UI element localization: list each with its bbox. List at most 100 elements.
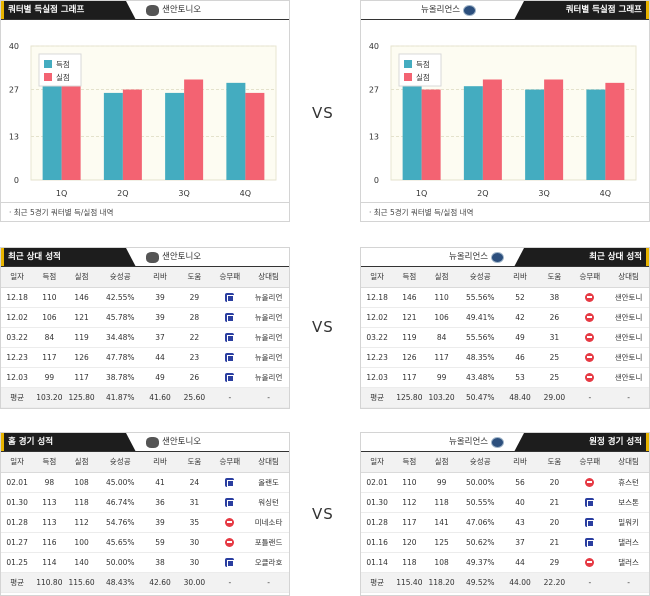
- table-cell: 119: [65, 327, 98, 348]
- table-cell: 샌안토니: [608, 327, 649, 348]
- table-cell: 106: [33, 307, 66, 328]
- table-cell: 115.60: [65, 572, 98, 593]
- table-cell: 20: [537, 472, 572, 493]
- loss-badge-icon: [585, 352, 595, 362]
- table-cell: 121: [65, 307, 98, 328]
- table-cell: 12.02: [1, 307, 34, 328]
- table-row: 01.27 116 100 45.65% 59 30 포틀랜드: [1, 532, 289, 553]
- column-header: 슛성공: [457, 452, 503, 473]
- quarter-panel-right: 뉴올리언스 쿼터별 득실점 그래프 0 13 27 40 1Q 2Q 3Q 4Q 득점 실점 · …: [360, 0, 650, 222]
- pelicans-logo-icon: [491, 437, 505, 448]
- spurs-logo-icon: [146, 437, 159, 448]
- table-cell: 43.48%: [457, 367, 503, 388]
- table-cell: 44: [142, 347, 178, 368]
- average-row: 평균 125.80 103.20 50.47% 48.40 29.00- -: [361, 387, 649, 408]
- result-cell: [211, 347, 249, 368]
- table-row: 03.22 84 119 34.48% 37 22 뉴올리언: [1, 327, 289, 348]
- table-cell: 121: [393, 307, 426, 328]
- table-cell: -: [248, 572, 289, 593]
- bar-concede: [605, 82, 625, 180]
- result-cell: [571, 472, 609, 493]
- bar-score: [586, 89, 606, 180]
- average-row: 평균 110.80 115.60 48.43% 42.60 30.00- -: [1, 572, 289, 593]
- table-row: 12.18 110 146 42.55% 39 29 뉴올리언: [1, 287, 289, 308]
- win-badge-icon: [225, 332, 235, 342]
- y-tick-label: 27: [369, 86, 379, 95]
- result-cell: [571, 532, 609, 553]
- table-cell: 샌안토니: [608, 287, 649, 308]
- table-cell: -: [608, 387, 649, 408]
- column-header: 실점: [425, 267, 458, 288]
- y-tick-label: 40: [369, 42, 379, 51]
- result-cell: [211, 307, 249, 328]
- chart-footer: · 최근 5경기 쿼터별 득/실점 내역: [361, 202, 649, 221]
- legend-label: 득점: [56, 59, 70, 69]
- table-row: 02.01 110 99 50.00% 56 20 휴스턴: [361, 472, 649, 493]
- table-cell: 50.47%: [457, 387, 503, 408]
- column-header: 득점: [33, 267, 66, 288]
- table-cell: 108: [425, 552, 458, 573]
- table-cell: 43: [502, 512, 538, 533]
- table-cell: 01.14: [361, 552, 394, 573]
- y-tick-label: 27: [9, 86, 19, 95]
- table-cell: 125: [425, 532, 458, 553]
- table-cell: -: [248, 387, 289, 408]
- table-cell: 30: [177, 532, 212, 553]
- bar-concede: [421, 89, 441, 180]
- table-row: 01.28 113 112 54.76% 39 35 미네소타: [1, 512, 289, 533]
- result-cell: [571, 307, 609, 328]
- panel-header: 뉴올리언스 원정 경기 성적: [361, 433, 649, 452]
- table-row: 12.03 99 117 38.78% 49 26 뉴올리언: [1, 367, 289, 388]
- result-cell: [571, 367, 609, 388]
- column-header: 도움: [177, 452, 212, 473]
- table-cell: 오클라호: [248, 552, 289, 573]
- table-cell: 03.22: [361, 327, 394, 348]
- win-badge-icon: [225, 372, 235, 382]
- table-cell: 126: [393, 347, 426, 368]
- table-cell: 112: [393, 492, 426, 513]
- table-cell: 53: [502, 367, 538, 388]
- table-cell: 02.01: [361, 472, 394, 493]
- table-row: 12.18 146 110 55.56% 52 38 샌안토니: [361, 287, 649, 308]
- table-cell: 28: [177, 307, 212, 328]
- legend-label: 실점: [416, 72, 430, 82]
- column-header: 리바: [142, 452, 178, 473]
- column-header: 일자: [1, 267, 34, 288]
- win-badge-icon: [585, 497, 595, 507]
- column-header: 승무패: [211, 267, 249, 288]
- table-cell: 29: [177, 287, 212, 308]
- table-cell: 01.28: [1, 512, 34, 533]
- table-cell: 휴스턴: [608, 472, 649, 493]
- column-header: 상대팀: [248, 267, 289, 288]
- table-cell: 01.30: [1, 492, 34, 513]
- column-header: 상대팀: [608, 267, 649, 288]
- table-cell: 50.00%: [97, 552, 143, 573]
- result-cell: [211, 512, 249, 533]
- table-cell: 41.60: [142, 387, 178, 408]
- team-name: 샌안토니오: [146, 1, 201, 20]
- result-cell: [571, 327, 609, 348]
- result-cell: [211, 327, 249, 348]
- table-cell: 49: [142, 367, 178, 388]
- table-cell: 146: [65, 287, 98, 308]
- table-cell: 42.55%: [97, 287, 143, 308]
- table-cell: 50.00%: [457, 472, 503, 493]
- table-cell: 125.80: [393, 387, 426, 408]
- table-cell: 117: [393, 367, 426, 388]
- table-cell: 46.74%: [97, 492, 143, 513]
- table-cell: 뉴올리언: [248, 327, 289, 348]
- y-tick-label: 0: [14, 176, 19, 185]
- bar-concede: [482, 79, 502, 180]
- table-cell: 뉴올리언: [248, 307, 289, 328]
- table-row: 01.16 120 125 50.62% 37 21 댈러스: [361, 532, 649, 553]
- table-cell: 119: [393, 327, 426, 348]
- win-badge-icon: [225, 292, 235, 302]
- column-header: 슛성공: [97, 267, 143, 288]
- result-cell: [571, 492, 609, 513]
- column-header: 일자: [361, 267, 394, 288]
- table-cell: 106: [425, 307, 458, 328]
- table-cell: 112: [65, 512, 98, 533]
- column-header: 리바: [502, 452, 538, 473]
- table-cell: 49.41%: [457, 307, 503, 328]
